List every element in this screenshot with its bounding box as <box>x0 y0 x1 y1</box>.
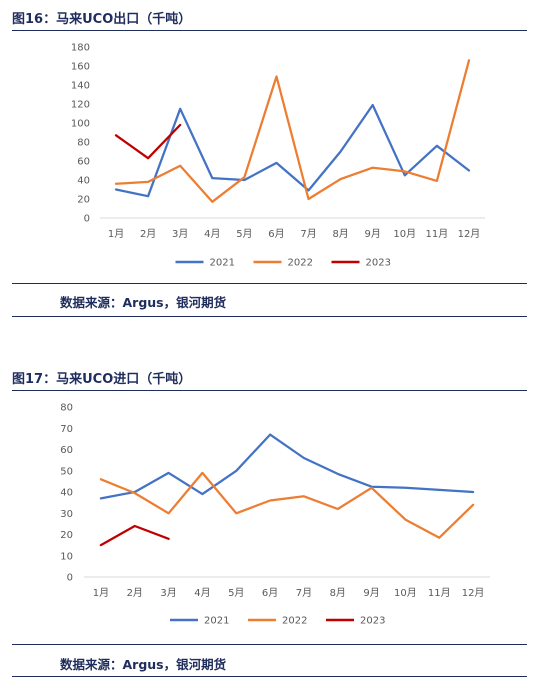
source-rule <box>12 644 527 645</box>
y-tick-label: 160 <box>71 62 90 73</box>
x-tick-label: 10月 <box>393 228 416 240</box>
x-tick-label: 12月 <box>462 587 485 599</box>
x-tick-label: 4月 <box>204 228 220 240</box>
series-line-2021 <box>114 103 471 198</box>
legend-label: 2023 <box>366 258 391 269</box>
export-line-chart: 0 20 40 60 80 100 120 140 160 180 1月 2月 3月 4月 5月 6月 7月 8月… <box>71 43 485 269</box>
x-tick-label: 1月 <box>93 587 109 599</box>
figure-title: 图17：马来UCO进口（千吨） <box>12 372 192 387</box>
chart-panel-import: 图17：马来UCO进口（千吨） 0 10 20 30 40 50 60 70 80 1月 2月 3月 4… <box>0 330 544 692</box>
series-line-2021 <box>99 433 475 500</box>
figure-title: 图16：马来UCO出口（千吨） <box>12 12 192 27</box>
legend-label: 2021 <box>210 258 235 269</box>
series-line-2023 <box>114 123 182 160</box>
x-tick-label: 4月 <box>194 587 210 599</box>
x-tick-label: 3月 <box>172 228 188 240</box>
y-tick-label: 60 <box>77 157 90 168</box>
x-tick-label: 6月 <box>268 228 284 240</box>
source-note: 数据来源：Argus，银河期货 <box>60 295 227 310</box>
y-tick-label: 40 <box>77 176 90 187</box>
x-tick-label: 2月 <box>140 228 156 240</box>
series-line-2022 <box>114 59 471 203</box>
import-line-chart: 0 10 20 30 40 50 60 70 80 1月 2月 3月 4月 5月 6月 7月 8月 9月 10月 11… <box>60 403 490 627</box>
bottom-rule <box>12 676 527 677</box>
x-tick-label: 7月 <box>296 587 312 599</box>
title-rule <box>12 30 527 31</box>
legend-label: 2022 <box>288 258 313 269</box>
y-tick-label: 70 <box>60 424 73 435</box>
y-tick-label: 120 <box>71 100 90 111</box>
y-tick-label: 80 <box>77 138 90 149</box>
y-tick-label: 50 <box>60 466 73 477</box>
y-tick-label: 30 <box>60 509 73 520</box>
x-tick-label: 5月 <box>228 587 244 599</box>
y-tick-label: 100 <box>71 119 90 130</box>
x-tick-label: 8月 <box>332 228 348 240</box>
y-tick-label: 80 <box>60 403 73 414</box>
x-tick-label: 12月 <box>458 228 481 240</box>
x-tick-label: 3月 <box>160 587 176 599</box>
chart-panel-export: 图16：马来UCO出口（千吨） 0 20 40 60 80 100 120 140 160 180… <box>0 0 544 330</box>
x-tick-label: 2月 <box>127 587 143 599</box>
x-tick-label: 10月 <box>394 587 417 599</box>
title-rule <box>12 390 527 391</box>
x-tick-label: 6月 <box>262 587 278 599</box>
x-tick-label: 1月 <box>108 228 124 240</box>
y-tick-label: 20 <box>60 530 73 541</box>
x-tick-label: 11月 <box>426 228 449 240</box>
legend-label: 2021 <box>204 616 229 627</box>
legend-label: 2022 <box>282 616 307 627</box>
series-line-2022 <box>99 471 475 539</box>
y-tick-label: 40 <box>60 488 73 499</box>
x-tick-label: 8月 <box>330 587 346 599</box>
y-tick-label: 20 <box>77 195 90 206</box>
y-tick-label: 60 <box>60 445 73 456</box>
y-tick-label: 0 <box>84 214 90 225</box>
y-tick-label: 0 <box>67 573 73 584</box>
x-tick-label: 11月 <box>428 587 451 599</box>
y-tick-label: 180 <box>71 43 90 54</box>
x-tick-label: 5月 <box>236 228 252 240</box>
x-tick-label: 9月 <box>365 228 381 240</box>
x-tick-label: 9月 <box>363 587 379 599</box>
legend-label: 2023 <box>360 616 385 627</box>
source-rule <box>12 283 527 284</box>
y-tick-label: 10 <box>60 551 73 562</box>
x-tick-label: 7月 <box>300 228 316 240</box>
y-tick-label: 140 <box>71 81 90 92</box>
bottom-rule <box>12 316 527 317</box>
source-note: 数据来源：Argus，银河期货 <box>60 657 227 672</box>
series-line-2023 <box>99 524 170 547</box>
